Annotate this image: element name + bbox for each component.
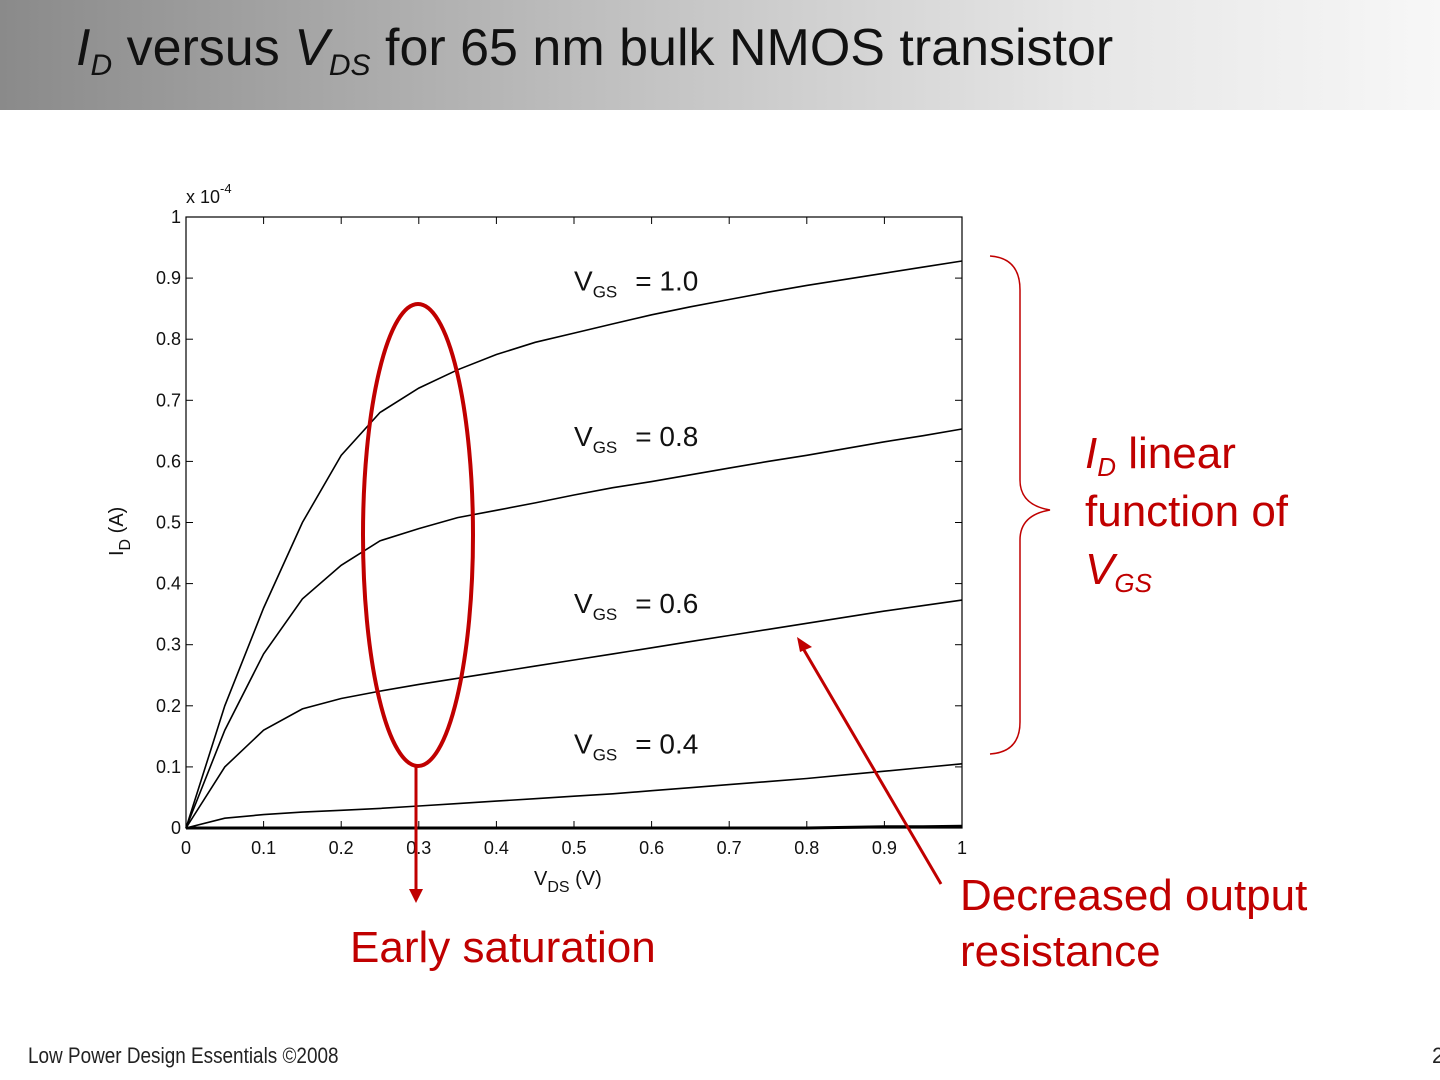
title-versus: versus [112, 19, 295, 77]
title-vds-symbol: V [294, 19, 329, 77]
note-linear: linear [1116, 429, 1236, 478]
note-line-1: ID linear [1085, 425, 1288, 483]
x-tick-label: 0.6 [639, 838, 664, 858]
curve-label-value: = 1.0 [635, 265, 698, 296]
y-axis-label: ID (A) [106, 507, 134, 556]
id-linear-function-note: ID linear function of VGS [1085, 425, 1288, 599]
resistance-arrow-head [797, 637, 812, 652]
curve-label-value: = 0.8 [635, 421, 698, 452]
x-tick-label: 0.8 [794, 838, 819, 858]
title-id-subscript: D [90, 49, 113, 82]
note-id-symbol: I [1085, 429, 1098, 478]
title-bar [0, 0, 1440, 110]
title-rest: for 65 nm bulk NMOS transistor [370, 19, 1114, 77]
y-tick-label: 0.4 [156, 574, 181, 594]
chart-ticks: 0 0.1 0.2 0.3 0.4 0.5 0.6 0.7 0.8 0.9 1 0 0.1 0.2 0.3 0… [156, 207, 967, 858]
y-tick-label: 0.2 [156, 696, 181, 716]
curve-label: VGS = 0.4 [574, 728, 698, 764]
y-tick-label: 0.1 [156, 757, 181, 777]
curve-label-subscript: GS [593, 282, 618, 301]
y-tick-label: 0.9 [156, 268, 181, 288]
decreased-output-resistance-label: Decreased output resistance [960, 871, 1308, 976]
x-tick-label: 0.4 [484, 838, 509, 858]
saturation-arrow-head [409, 889, 423, 903]
series-line [185, 763, 963, 829]
chart-series [185, 260, 963, 830]
curve-label-symbol: V [574, 265, 593, 296]
curve-label-value: = 0.4 [635, 728, 698, 759]
y-tick-label: 1 [171, 207, 181, 227]
saturation-ellipse [361, 302, 475, 768]
note-line-3: VGS [1085, 541, 1288, 599]
title-id-symbol: I [76, 19, 91, 77]
title-vds-subscript: DS [328, 49, 371, 82]
y-multiplier: x 10-4 [186, 181, 232, 207]
early-saturation-label: Early saturation [350, 923, 656, 972]
x-tick-label: 0.5 [561, 838, 586, 858]
x-tick-label: 0.7 [717, 838, 742, 858]
note-vgs-symbol: V [1085, 545, 1115, 594]
note-id-subscript: D [1097, 452, 1117, 482]
x-axis-label: VDS (V) [534, 868, 602, 896]
y-tick-label: 0.5 [156, 513, 181, 533]
slide-title: ID versus VDS for 65 nm bulk NMOS transi… [76, 18, 1114, 81]
note-line-2: function of [1085, 487, 1289, 536]
curve-label-symbol: V [574, 421, 593, 452]
curve-label-symbol: V [574, 728, 593, 759]
y-tick-label: 0.6 [156, 451, 181, 471]
page-number: 2 [1432, 1043, 1440, 1068]
series-line [185, 599, 963, 829]
curve-label: VGS = 0.8 [574, 421, 698, 457]
series-line [185, 428, 963, 829]
y-tick-label: 0.3 [156, 635, 181, 655]
right-curly-brace [989, 255, 1051, 755]
curve-label-value: = 0.6 [635, 588, 698, 619]
x-tick-label: 0.1 [251, 838, 276, 858]
resistance-arrow-line [802, 649, 943, 885]
output-resistance-pointer [797, 637, 943, 885]
curve-label: VGS = 1.0 [574, 265, 698, 301]
footer-copyright: Low Power Design Essentials ©2008 [28, 1043, 339, 1068]
curve-label-symbol: V [574, 588, 593, 619]
x-tick-label: 1 [957, 838, 967, 858]
curve-label-subscript: GS [593, 745, 618, 764]
note-vgs-subscript: GS [1114, 568, 1152, 598]
early-saturation-highlight [361, 302, 475, 903]
curve-label-subscript: GS [593, 438, 618, 457]
x-tick-label: 0 [181, 838, 191, 858]
y-tick-label: 0.7 [156, 390, 181, 410]
series-line [185, 260, 963, 829]
series-line [186, 824, 963, 830]
x-tick-label: 0.3 [406, 838, 431, 858]
x-tick-label: 0.9 [872, 838, 897, 858]
y-tick-label: 0 [171, 818, 181, 838]
curve-label: VGS = 0.6 [574, 588, 698, 624]
y-tick-label: 0.8 [156, 329, 181, 349]
x-tick-label: 0.2 [329, 838, 354, 858]
curve-label-subscript: GS [593, 605, 618, 624]
